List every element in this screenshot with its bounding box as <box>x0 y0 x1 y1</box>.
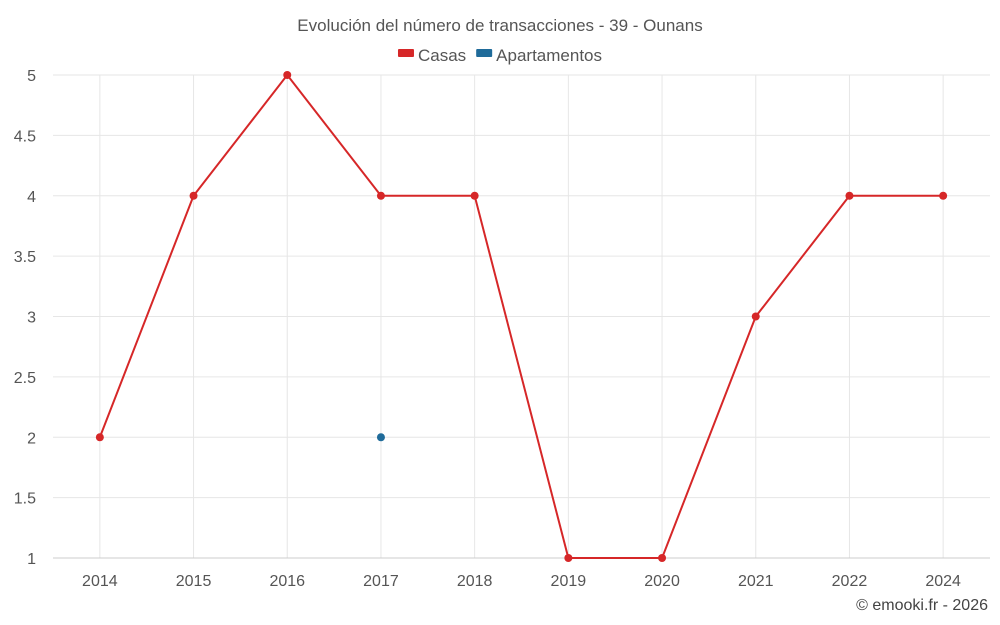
legend-label: Casas <box>418 46 466 65</box>
series-apartamentos <box>376 433 385 442</box>
x-tick-label: 2022 <box>832 573 868 590</box>
data-point[interactable] <box>939 191 948 200</box>
legend-item-casas[interactable]: Casas <box>397 46 466 65</box>
x-tick-label: 2020 <box>644 573 680 590</box>
series-line <box>98 73 944 559</box>
data-point[interactable] <box>376 433 385 442</box>
y-tick-label: 1.5 <box>14 491 36 508</box>
x-tick-label: 2016 <box>269 573 305 590</box>
data-point[interactable] <box>470 191 479 200</box>
y-tick-label: 2 <box>27 430 36 447</box>
x-tick-label: 2018 <box>457 573 493 590</box>
y-axis: 1 1.5 2 2.5 3 3.5 4 4.5 5 <box>14 68 36 568</box>
data-point[interactable] <box>283 71 292 79</box>
data-point[interactable] <box>376 191 385 200</box>
y-tick-label: 4 <box>27 189 36 206</box>
x-tick-label: 2014 <box>82 573 118 590</box>
x-tick-label: 2017 <box>363 573 399 590</box>
credit-text: © emooki.fr - 2026 <box>856 597 988 614</box>
grid <box>53 74 990 559</box>
series-casas <box>95 71 948 562</box>
data-point[interactable] <box>658 554 667 562</box>
x-tick-label: 2019 <box>551 573 587 590</box>
chart-title: Evolución del número de transacciones - … <box>297 16 702 35</box>
y-tick-label: 3 <box>27 310 36 327</box>
legend-item-apartamentos[interactable]: Apartamentos <box>476 46 602 65</box>
y-tick-label: 1 <box>27 551 36 568</box>
data-point[interactable] <box>95 433 104 442</box>
legend-label: Apartamentos <box>496 46 602 65</box>
y-tick-label: 3.5 <box>14 249 36 266</box>
y-tick-label: 4.5 <box>14 128 36 145</box>
data-point[interactable] <box>751 312 760 321</box>
data-point[interactable] <box>845 191 854 200</box>
data-point[interactable] <box>564 554 573 562</box>
x-tick-label: 2024 <box>925 573 961 590</box>
legend-swatch <box>476 49 493 57</box>
y-tick-label: 5 <box>27 68 36 85</box>
x-axis: 2014 2015 2016 2017 2018 2019 2020 2021 2022 2024 <box>82 573 961 590</box>
x-tick-label: 2021 <box>738 573 774 590</box>
y-tick-label: 2.5 <box>14 370 36 387</box>
x-tick-label: 2015 <box>176 573 212 590</box>
legend-swatch <box>397 49 414 57</box>
legend: Casas Apartamentos <box>397 46 602 65</box>
data-point[interactable] <box>189 191 198 200</box>
series-layer <box>95 71 948 562</box>
